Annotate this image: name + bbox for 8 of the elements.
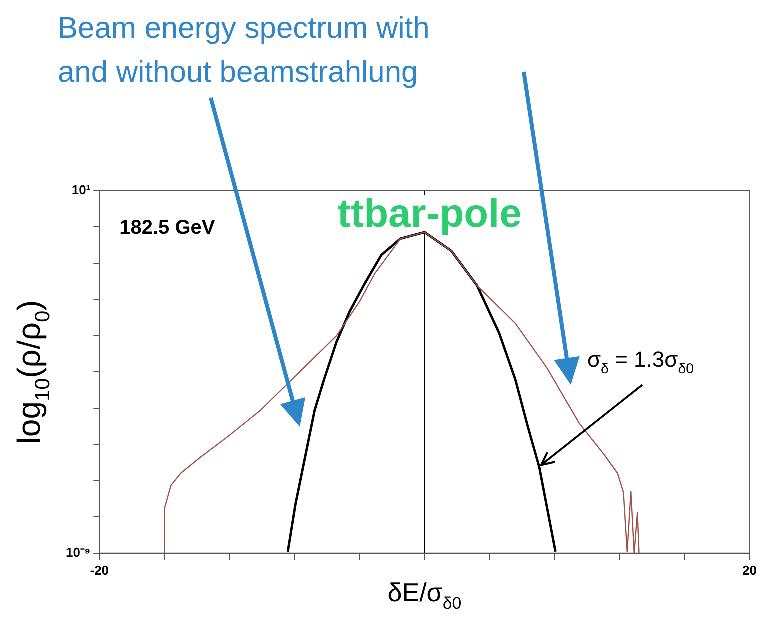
y-tick-label: 10⁻⁹ [66,544,91,560]
y-tick-label: 10¹ [72,182,91,198]
x-tick-label: 20 [742,562,758,578]
text: Beam energy spectrum with and without beamstrahlung [58,12,430,89]
y-axis-title: log10(ρ/ρ0) [11,300,55,444]
x-tick-label: -20 [90,562,110,578]
annotation: 182.5 GeV [120,217,216,239]
chart-title: ttbar-pole [337,192,522,236]
